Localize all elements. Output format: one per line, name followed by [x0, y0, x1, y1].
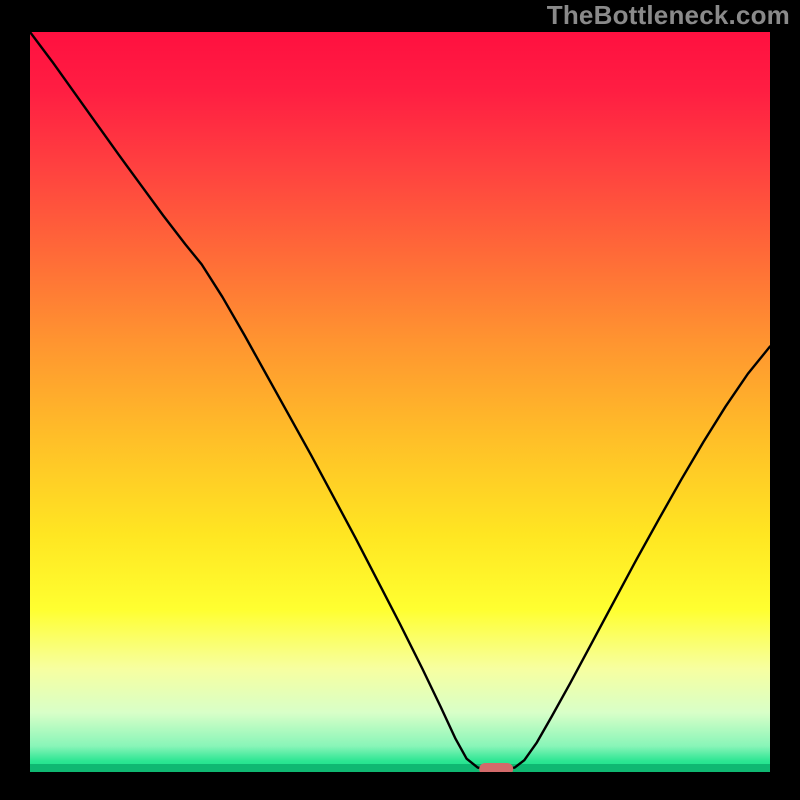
- chart-container: TheBottleneck.com: [0, 0, 800, 800]
- bottleneck-chart: [0, 0, 800, 800]
- plot-background: [30, 32, 770, 772]
- plot-bottom-strip: [30, 764, 770, 772]
- optimal-marker: [479, 763, 513, 775]
- watermark-text: TheBottleneck.com: [547, 0, 790, 31]
